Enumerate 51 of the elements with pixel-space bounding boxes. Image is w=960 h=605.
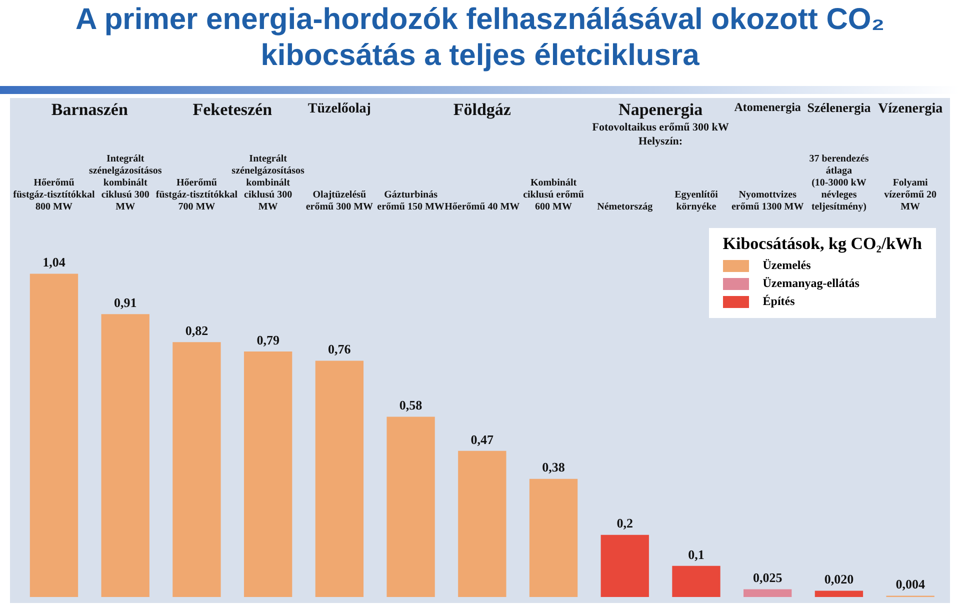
legend-label: Üzemelés xyxy=(762,258,811,273)
legend-label: Építés xyxy=(762,294,795,309)
x-tick-label: Nyomottvizes erőmű 1300 MW xyxy=(731,190,804,213)
text: Feketeszén xyxy=(192,100,273,119)
x-tick-label: Gázturbinás erőmű 150 MW xyxy=(377,190,444,213)
data-label: 0,82 xyxy=(185,322,208,338)
text: Vízenergia xyxy=(878,102,943,117)
x-tick-label: Hőerőmű 40 MW xyxy=(444,202,520,213)
x-tick-label: Egyenlítői környéke xyxy=(674,190,718,213)
text: Atomenergia xyxy=(734,100,801,114)
bar xyxy=(244,351,292,597)
bar xyxy=(172,342,221,597)
data-label: 0,025 xyxy=(752,570,783,586)
data-label: 0,1 xyxy=(688,546,704,562)
x-tick-label: Hőerőmű füstgáz-tisztítókkal 800 MW xyxy=(13,178,96,213)
x-tick-label: Folyami vízerőmű 20 MW xyxy=(884,178,937,213)
bar xyxy=(458,450,506,597)
data-label: 0,58 xyxy=(399,398,423,413)
x-tick-label: Olajtüzelésű erőmű 300 MW xyxy=(306,190,374,213)
data-label: 0,91 xyxy=(114,295,137,310)
text: Fotovoltaikus erőmű 300 kW xyxy=(592,121,729,134)
data-label: 0,79 xyxy=(256,332,280,348)
bar xyxy=(30,274,78,597)
legend-label: Üzemanyag-ellátás xyxy=(762,276,860,291)
bar xyxy=(672,566,720,597)
x-tick-label: Kombinált ciklusú erőmű 600 MW xyxy=(523,178,584,213)
text: Helyszín: xyxy=(638,135,683,148)
text: Napenergia xyxy=(618,100,704,119)
text: Földgáz xyxy=(453,100,512,119)
data-label: 0,020 xyxy=(824,572,854,587)
bar xyxy=(744,589,792,597)
bar xyxy=(600,534,649,597)
data-label: 0,2 xyxy=(616,516,633,531)
x-tick-label: Németország xyxy=(597,202,653,213)
data-label: 0,38 xyxy=(542,460,566,475)
legend-title: Kibocsátások, kg CO₂/kWh xyxy=(722,234,922,254)
data-label: 0,47 xyxy=(470,432,494,447)
x-tick-label: 37 berendezés átlaga (10-3000 kW névleges teljesítmény) xyxy=(809,154,869,213)
bar xyxy=(814,590,864,597)
data-label: 0,004 xyxy=(896,576,926,592)
bar xyxy=(101,314,150,597)
bar xyxy=(529,478,578,597)
text: Barnaszén xyxy=(51,100,128,119)
data-label: 1,04 xyxy=(42,254,66,270)
chart-title: A primer energia-hordozók felhasználásával okozott CO₂ kibocsátás a teljes életciklusra xyxy=(74,2,886,74)
text: Szélenergia xyxy=(807,100,872,115)
bar xyxy=(315,360,364,597)
bar xyxy=(386,416,435,597)
x-tick-label: Hőerőmű füstgáz-tisztítókkal 700 MW xyxy=(156,178,238,213)
data-label: 0,76 xyxy=(328,342,352,357)
text: Tüzelőolaj xyxy=(308,102,371,117)
